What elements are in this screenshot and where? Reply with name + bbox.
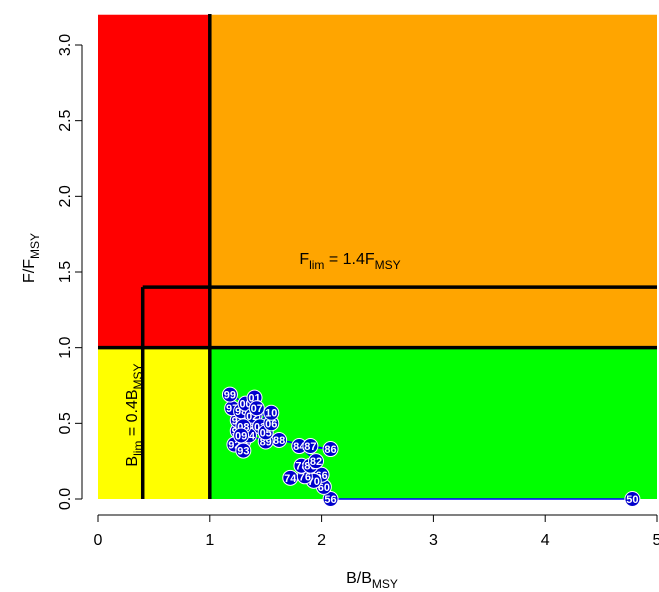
data-point: 10: [263, 404, 280, 421]
y-tick-label: 2.5: [57, 109, 74, 131]
data-point: 82: [308, 453, 325, 470]
reference-lines: [98, 14, 657, 499]
x-tick-label: 1: [205, 532, 214, 549]
point-label: 07: [251, 403, 263, 415]
y-axis-title: F/FMSY: [21, 233, 42, 283]
point-marker: [624, 491, 641, 507]
data-point: 86: [322, 441, 339, 458]
blim-annotation: Blim = 0.4BMSY: [124, 363, 145, 466]
point-marker: [248, 400, 265, 417]
point-label: 50: [626, 494, 638, 506]
x-axis-ticks: 0 1 2 3 4 5: [94, 515, 659, 549]
y-axis-ticks: 0.0 0.5 1.0 1.5 2.0 2.5 3.0: [57, 34, 82, 510]
data-point: 09: [233, 427, 250, 444]
x-axis-title: B/BMSY: [346, 570, 398, 591]
x-tick-label: 0: [94, 532, 103, 549]
data-point: 88: [271, 431, 288, 448]
point-marker: [322, 441, 339, 458]
point-marker: [221, 386, 238, 403]
zone-red: [98, 14, 210, 348]
axes: 0 1 2 3 4 5 0.0 0.5 1.0 1.5 2.0 2.5 3.0: [57, 34, 659, 549]
data-point: 07: [248, 400, 265, 417]
point-label: 10: [265, 408, 277, 420]
annotations: Flim = 1.4FMSY Blim = 0.4BMSY: [124, 251, 401, 467]
point-label: 60: [318, 482, 330, 494]
data-point: 56: [322, 491, 339, 507]
point-label: 82: [310, 456, 322, 468]
point-marker: [302, 438, 319, 455]
point-label: 76: [299, 471, 311, 483]
point-label: 06: [265, 418, 277, 430]
zone-yellow: [98, 347, 210, 499]
point-label: 99: [224, 390, 236, 402]
flim-annotation: Flim = 1.4FMSY: [299, 251, 400, 272]
point-marker: [233, 427, 250, 444]
y-tick-label: 0.5: [57, 412, 74, 434]
point-label: 86: [324, 444, 336, 456]
point-label: 56: [324, 494, 336, 506]
data-point: 99: [221, 386, 238, 403]
zone-orange: [209, 14, 658, 348]
x-tick-label: 4: [541, 532, 550, 549]
y-tick-label: 3.0: [57, 34, 74, 56]
data-points: 5056606670747678808284868788899091929394…: [221, 386, 641, 507]
data-point: 87: [302, 438, 319, 455]
data-point: 93: [235, 442, 252, 459]
x-tick-label: 3: [429, 532, 438, 549]
y-tick-label: 1.5: [57, 261, 74, 283]
point-label: 93: [237, 446, 249, 458]
point-marker: [308, 453, 325, 470]
point-label: 87: [304, 441, 316, 453]
point-marker: [263, 404, 280, 421]
y-tick-label: 0.0: [57, 488, 74, 510]
point-marker: [322, 491, 339, 507]
y-tick-label: 2.0: [57, 185, 74, 207]
x-tick-label: 2: [317, 532, 326, 549]
y-tick-label: 1.0: [57, 336, 74, 358]
point-label: 09: [235, 430, 247, 442]
point-label: 74: [284, 473, 297, 485]
point-label: 88: [273, 435, 285, 447]
x-tick-label: 5: [653, 532, 659, 549]
status-zones: [98, 14, 658, 499]
data-point: 50: [624, 491, 641, 507]
